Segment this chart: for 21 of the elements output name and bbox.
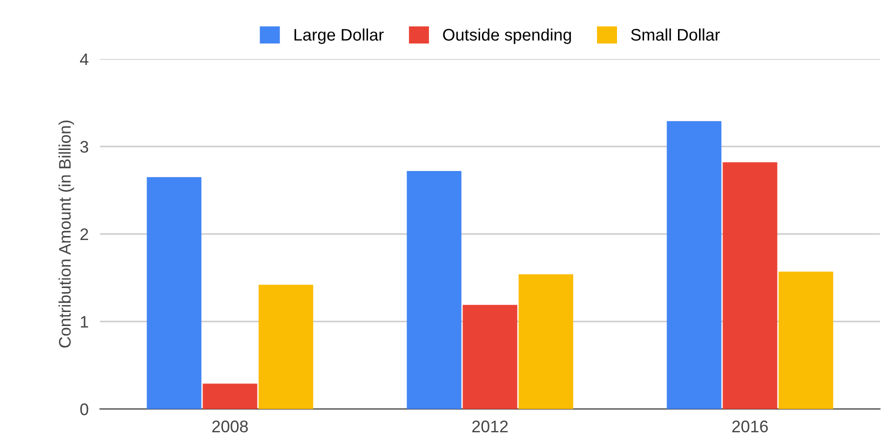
bar [258, 284, 314, 409]
bar [722, 162, 778, 409]
bar [146, 177, 202, 409]
x-tick-label: 2008 [212, 420, 248, 432]
bar [666, 121, 722, 409]
x-tick-label: 2016 [732, 420, 768, 432]
y-tick-label: 4 [80, 54, 88, 66]
y-tick-label: 2 [80, 228, 88, 240]
y-tick-label: 3 [80, 140, 88, 153]
bar [406, 171, 462, 409]
legend-label: Large Dollar [294, 28, 384, 44]
y-tick-label: 1 [80, 316, 88, 328]
y-tick-label: 0 [80, 403, 88, 416]
bar [518, 274, 574, 409]
legend-label: Outside spending [443, 28, 571, 44]
x-tick-label: 2012 [472, 420, 508, 432]
bar [202, 384, 258, 409]
legend-label: Small Dollar [631, 28, 720, 41]
bar [778, 272, 834, 409]
bar [462, 304, 518, 409]
y-axis-title: Contribution Amount (in Billion) [58, 120, 74, 348]
